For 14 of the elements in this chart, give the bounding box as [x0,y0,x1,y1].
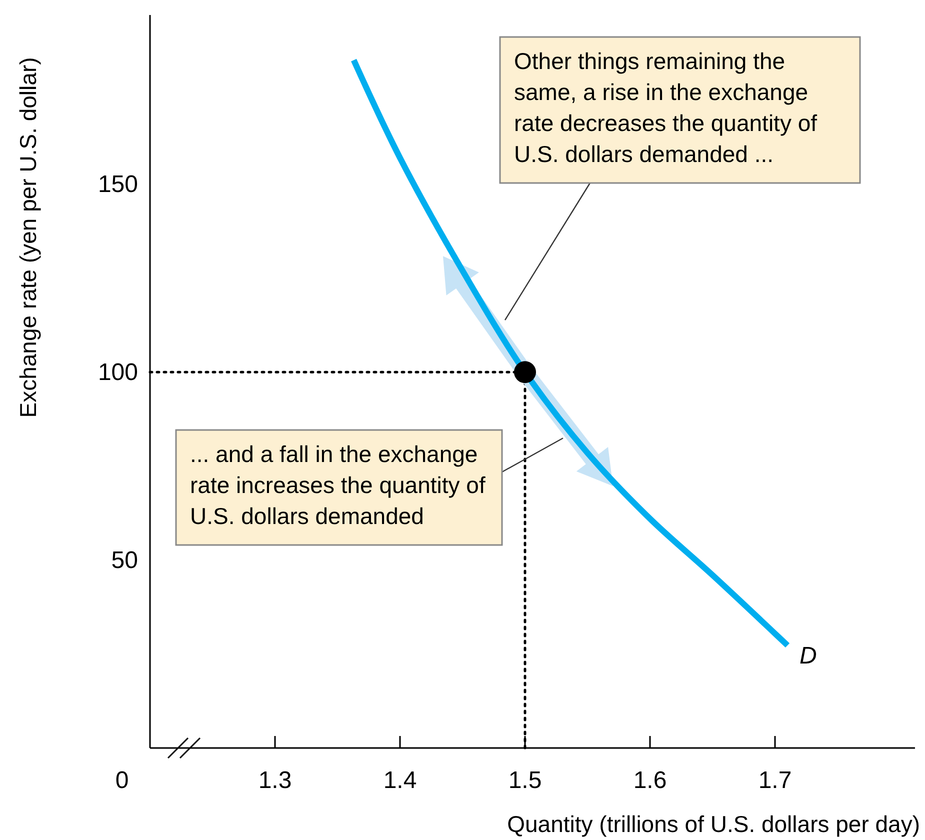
y-tick-label: 100 [98,359,138,386]
x-tick-label: 1.6 [633,767,667,794]
y-axis-title: Exchange rate (yen per U.S. dollar) [15,57,41,418]
x-axis-title: Quantity (trillions of U.S. dollars per day) [507,811,920,837]
x-tick-label: 1.3 [258,767,292,794]
series-label: D [800,642,817,670]
x-tick-label: 1.5 [508,767,542,794]
x-tick-label: 1.7 [758,767,792,794]
y-tick-label: 150 [98,171,138,198]
annotation: ... and a fall in the exchange rate increases the quantity of U.S. dollars demanded [190,441,486,529]
y-tick-label: 50 [111,547,138,574]
x-tick-label: 1.4 [383,767,417,794]
text: 0 [115,767,129,794]
annotation: Other things remaining the same, a rise in the exchange rate decreases the quantity of U.S. dollars demanded ... [514,48,818,167]
